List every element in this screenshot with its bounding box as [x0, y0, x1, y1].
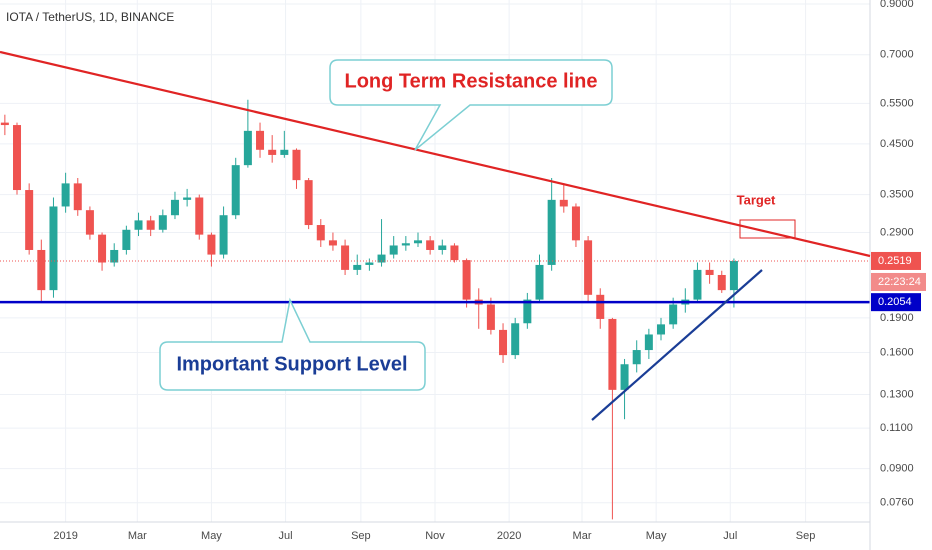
- x-tick-label: Sep: [796, 530, 816, 542]
- candle-body: [632, 350, 641, 365]
- support-price-label: 0.2054: [878, 296, 912, 308]
- y-tick-label: 0.5500: [880, 97, 914, 109]
- candle-body: [486, 304, 495, 330]
- y-tick-label: 0.2900: [880, 226, 914, 238]
- candle-body: [426, 240, 435, 250]
- candle-body: [559, 199, 568, 207]
- candle-body: [304, 180, 313, 226]
- candle-body: [0, 122, 9, 126]
- last-price-box: [871, 251, 921, 270]
- resistance-line: [0, 50, 871, 258]
- candle-body: [450, 245, 459, 261]
- candle-body: [292, 149, 301, 181]
- candle-body: [669, 304, 678, 325]
- y-tick-label: 0.9000: [880, 0, 914, 10]
- candle-body: [462, 260, 471, 300]
- candle-body: [316, 225, 325, 241]
- candle-body: [122, 229, 131, 250]
- candle-body: [61, 183, 70, 207]
- candle-body: [596, 294, 605, 319]
- candle-body: [195, 197, 204, 235]
- x-tick-label: Sep: [351, 530, 371, 542]
- support-callout: [159, 297, 426, 391]
- candle-body: [280, 149, 289, 155]
- candle-body: [413, 240, 422, 244]
- support-label: Important Support Level: [176, 353, 407, 375]
- y-tick-label: 0.1300: [880, 388, 914, 400]
- candle-body: [523, 299, 532, 324]
- last-price-label: 0.2519: [878, 255, 912, 267]
- x-tick-label: Mar: [128, 530, 147, 542]
- candle-body: [620, 364, 629, 390]
- y-tick-label: 0.1900: [880, 312, 914, 324]
- candle-body: [158, 215, 167, 230]
- y-tick-label: 0.3500: [880, 189, 914, 201]
- candle-body: [705, 269, 714, 275]
- countdown-label: 22:23:24: [878, 276, 921, 288]
- candle-body: [584, 240, 593, 295]
- candle-body: [365, 262, 374, 265]
- candle-body: [438, 245, 447, 250]
- candle-body: [73, 183, 82, 211]
- y-tick-label: 0.1100: [880, 422, 913, 434]
- support-price-box: [871, 293, 921, 312]
- candle-body: [389, 245, 398, 255]
- candle-body: [401, 243, 410, 246]
- uptrend-line: [591, 269, 763, 421]
- candle-body: [608, 318, 617, 390]
- resistance-label: Long Term Resistance line: [344, 70, 597, 92]
- candle-body: [511, 323, 520, 356]
- candle-body: [49, 206, 58, 291]
- x-tick-label: Nov: [425, 530, 445, 542]
- candle-body: [353, 264, 362, 270]
- candle-body: [657, 324, 666, 335]
- x-tick-label: 2019: [53, 530, 77, 542]
- candle-body: [268, 149, 277, 155]
- chart-title: IOTA / TetherUS, 1D, BINANCE: [6, 10, 174, 24]
- y-tick-label: 0.4500: [880, 138, 914, 150]
- candle-body: [243, 130, 252, 166]
- candle-body: [170, 199, 179, 216]
- y-tick-label: 0.0760: [880, 497, 914, 509]
- candle-body: [110, 249, 119, 263]
- x-tick-label: 2020: [497, 530, 521, 542]
- candle-body: [231, 165, 240, 216]
- resistance-callout: [329, 59, 613, 151]
- candle-body: [693, 269, 702, 300]
- x-tick-label: Jul: [723, 530, 737, 542]
- x-tick-label: May: [646, 530, 667, 542]
- y-tick-label: 0.1600: [880, 346, 914, 358]
- candle-body: [377, 254, 386, 263]
- candle-body: [547, 199, 556, 265]
- candle-body: [146, 220, 155, 230]
- candle-body: [256, 130, 265, 150]
- target-box: [739, 219, 796, 239]
- countdown-box: [871, 272, 926, 291]
- x-tick-label: Mar: [573, 530, 592, 542]
- candle-body: [535, 264, 544, 300]
- x-tick-label: May: [201, 530, 222, 542]
- candle-body: [25, 190, 34, 250]
- candle-body: [98, 234, 107, 263]
- candle-body: [341, 245, 350, 270]
- candle-body: [729, 260, 738, 291]
- candle-body: [183, 197, 192, 200]
- y-tick-label: 0.7000: [880, 49, 914, 61]
- target-label: Target: [737, 192, 776, 207]
- candle-body: [13, 125, 22, 191]
- candle-body: [644, 334, 653, 351]
- candle-body: [717, 274, 726, 291]
- candle-body: [85, 210, 94, 235]
- candle-body: [328, 240, 337, 246]
- candle-body: [499, 329, 508, 356]
- candle-body: [219, 215, 228, 255]
- y-tick-label: 0.0900: [880, 463, 914, 475]
- candle-body: [37, 249, 46, 291]
- candle-body: [134, 220, 143, 230]
- x-tick-label: Jul: [279, 530, 293, 542]
- candle-body: [571, 206, 580, 241]
- candle-body: [207, 234, 216, 255]
